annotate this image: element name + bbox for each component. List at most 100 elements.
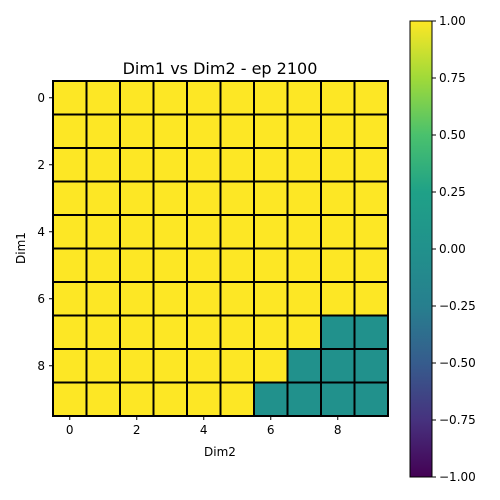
heatmap-cell-r9-c3: [152, 381, 188, 417]
heatmap-cell-r7-c8: [320, 314, 356, 350]
heatmap-cell-r0-c0: [52, 80, 88, 116]
heatmap-cell-r5-c6: [253, 247, 289, 283]
heatmap-cell-r4-c0: [52, 214, 88, 250]
heatmap-cell-r2-c6: [253, 147, 289, 183]
heatmap-cell-r7-c7: [286, 314, 322, 350]
heatmap-cell-r0-c4: [186, 80, 222, 116]
heatmap-cell-r0-c8: [320, 80, 356, 116]
heatmap-cell-r2-c4: [186, 147, 222, 183]
x-tick-label: 0: [66, 423, 74, 437]
heatmap-cell-r1-c7: [286, 113, 322, 149]
heatmap-cell-r7-c6: [253, 314, 289, 350]
heatmap-cell-r4-c9: [353, 214, 389, 250]
heatmap-cell-r9-c7: [286, 381, 322, 417]
x-tick-label: 2: [133, 423, 141, 437]
heatmap-cell-r4-c1: [85, 214, 121, 250]
x-tick-label: 6: [267, 423, 275, 437]
heatmap-cell-r2-c7: [286, 147, 322, 183]
heatmap-cell-r7-c2: [119, 314, 155, 350]
heatmap-cell-r0-c5: [219, 80, 255, 116]
heatmap-cell-r6-c9: [353, 281, 389, 317]
heatmap-cell-r3-c3: [152, 180, 188, 216]
heatmap-cell-r7-c4: [186, 314, 222, 350]
heatmap-cell-r8-c2: [119, 348, 155, 384]
heatmap-cell-r0-c3: [152, 80, 188, 116]
colorbar-tick-label: 0.50: [439, 128, 466, 142]
heatmap-cell-r6-c8: [320, 281, 356, 317]
heatmap-cell-r2-c8: [320, 147, 356, 183]
colorbar-tick-label: −0.50: [439, 356, 476, 370]
colorbar: [409, 20, 433, 478]
heatmap-cell-r6-c2: [119, 281, 155, 317]
heatmap-cell-r1-c3: [152, 113, 188, 149]
heatmap-cell-r9-c9: [353, 381, 389, 417]
colorbar-tick-label: 1.00: [439, 14, 466, 28]
heatmap-cell-r9-c8: [320, 381, 356, 417]
heatmap-cell-r5-c7: [286, 247, 322, 283]
heatmap-cell-r7-c3: [152, 314, 188, 350]
heatmap-cell-r9-c2: [119, 381, 155, 417]
y-axis-ticks: 0 2 4 6 8: [37, 91, 53, 373]
heatmap-cells: [52, 80, 389, 417]
heatmap-cell-r8-c6: [253, 348, 289, 384]
x-axis-ticks: 0 2 4 6 8: [66, 416, 342, 437]
heatmap-cell-r5-c8: [320, 247, 356, 283]
heatmap-cell-r3-c4: [186, 180, 222, 216]
heatmap-cell-r4-c6: [253, 214, 289, 250]
heatmap-cell-r1-c9: [353, 113, 389, 149]
heatmap-cell-r1-c6: [253, 113, 289, 149]
colorbar-tick-label: −0.75: [439, 413, 476, 427]
heatmap-cell-r2-c9: [353, 147, 389, 183]
x-axis-label: Dim2: [204, 445, 236, 459]
heatmap-cell-r4-c3: [152, 214, 188, 250]
heatmap-cell-r7-c5: [219, 314, 255, 350]
heatmap-cell-r5-c2: [119, 247, 155, 283]
heatmap-cell-r1-c5: [219, 113, 255, 149]
colorbar-ticks: 1.00 0.75 0.50 0.25 0.00 −0.25 −0.50 −0.75 −1.00: [432, 14, 476, 484]
heatmap-cell-r2-c1: [85, 147, 121, 183]
heatmap-cell-r3-c9: [353, 180, 389, 216]
y-axis-label: Dim1: [14, 232, 28, 264]
colorbar-tick-label: 0.00: [439, 242, 466, 256]
heatmap-cell-r3-c7: [286, 180, 322, 216]
heatmap-cell-r9-c6: [253, 381, 289, 417]
heatmap-cell-r3-c0: [52, 180, 88, 216]
heatmap-cell-r2-c3: [152, 147, 188, 183]
heatmap-cell-r8-c0: [52, 348, 88, 384]
heatmap-cell-r9-c1: [85, 381, 121, 417]
y-tick-label: 6: [37, 292, 45, 306]
heatmap-cell-r3-c5: [219, 180, 255, 216]
heatmap-cell-r8-c5: [219, 348, 255, 384]
heatmap-cell-r1-c0: [52, 113, 88, 149]
heatmap-cell-r3-c1: [85, 180, 121, 216]
heatmap-cell-r5-c5: [219, 247, 255, 283]
y-tick-label: 2: [37, 158, 45, 172]
heatmap-cell-r6-c1: [85, 281, 121, 317]
heatmap-cell-r7-c9: [353, 314, 389, 350]
heatmap-cell-r8-c8: [320, 348, 356, 384]
heatmap-cell-r3-c6: [253, 180, 289, 216]
heatmap-cell-r0-c6: [253, 80, 289, 116]
heatmap-cell-r8-c9: [353, 348, 389, 384]
y-tick-label: 0: [37, 91, 45, 105]
colorbar-tick-label: 0.25: [439, 185, 466, 199]
heatmap-cell-r8-c3: [152, 348, 188, 384]
plot-frame: [52, 80, 389, 417]
heatmap-cell-r4-c4: [186, 214, 222, 250]
heatmap-cell-r8-c4: [186, 348, 222, 384]
heatmap-cell-r4-c7: [286, 214, 322, 250]
heatmap-cell-r1-c8: [320, 113, 356, 149]
chart-title: Dim1 vs Dim2 - ep 2100: [123, 59, 318, 78]
colorbar-tick-label: −1.00: [439, 470, 476, 484]
heatmap-cell-r4-c8: [320, 214, 356, 250]
heatmap-cell-r6-c3: [152, 281, 188, 317]
heatmap-cell-r9-c0: [52, 381, 88, 417]
heatmap-cell-r1-c1: [85, 113, 121, 149]
heatmap-cell-r9-c4: [186, 381, 222, 417]
heatmap-cell-r1-c4: [186, 113, 222, 149]
heatmap-cell-r7-c0: [52, 314, 88, 350]
heatmap-cell-r0-c2: [119, 80, 155, 116]
heatmap-cell-r4-c2: [119, 214, 155, 250]
heatmap-cell-r5-c3: [152, 247, 188, 283]
